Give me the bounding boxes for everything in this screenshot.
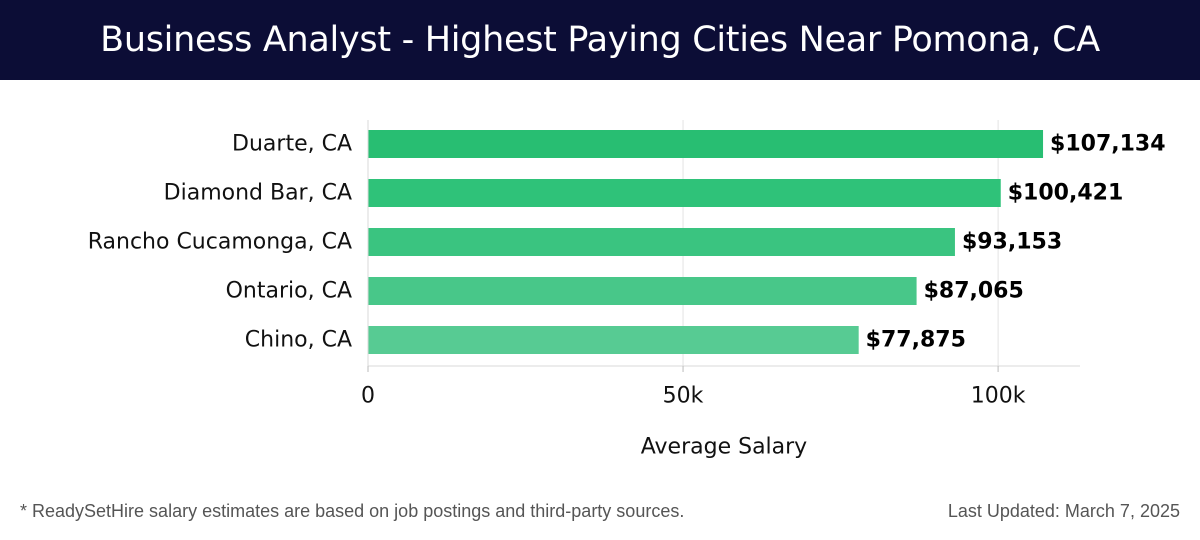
category-label: Ontario, CA [226, 279, 352, 304]
data-label: $107,134 [1050, 132, 1166, 157]
bar-chart: 0 50k 100k Average Salary Duarte, CA $107,13… [88, 120, 1166, 460]
data-label: $77,875 [866, 328, 966, 353]
data-label: $87,065 [924, 279, 1024, 304]
bar [368, 130, 1044, 158]
x-tick-label: 50k [663, 384, 704, 409]
category-label: Diamond Bar, CA [164, 181, 352, 206]
bars [368, 130, 1044, 354]
x-tick-label: 0 [361, 384, 375, 409]
category-label: Duarte, CA [232, 132, 352, 157]
x-axis-title: Average Salary [641, 435, 807, 460]
bar [368, 326, 859, 354]
footer-note: * ReadySetHire salary estimates are base… [20, 501, 685, 521]
last-updated: Last Updated: March 7, 2025 [947, 501, 1180, 521]
category-label: Chino, CA [245, 328, 352, 353]
chart-header: Business Analyst - Highest Paying Cities… [0, 0, 1200, 80]
bar [368, 179, 1001, 207]
category-label: Rancho Cucamonga, CA [88, 230, 352, 255]
x-axis: 0 50k 100k Average Salary [361, 120, 1080, 460]
bar [368, 228, 955, 256]
x-tick-label: 100k [971, 384, 1026, 409]
chart-title: Business Analyst - Highest Paying Cities… [100, 20, 1100, 60]
data-label: $100,421 [1008, 181, 1124, 206]
data-label: $93,153 [962, 230, 1062, 255]
bar [368, 277, 917, 305]
labels: Duarte, CA $107,134 Diamond Bar, CA $100,42… [88, 132, 1166, 353]
